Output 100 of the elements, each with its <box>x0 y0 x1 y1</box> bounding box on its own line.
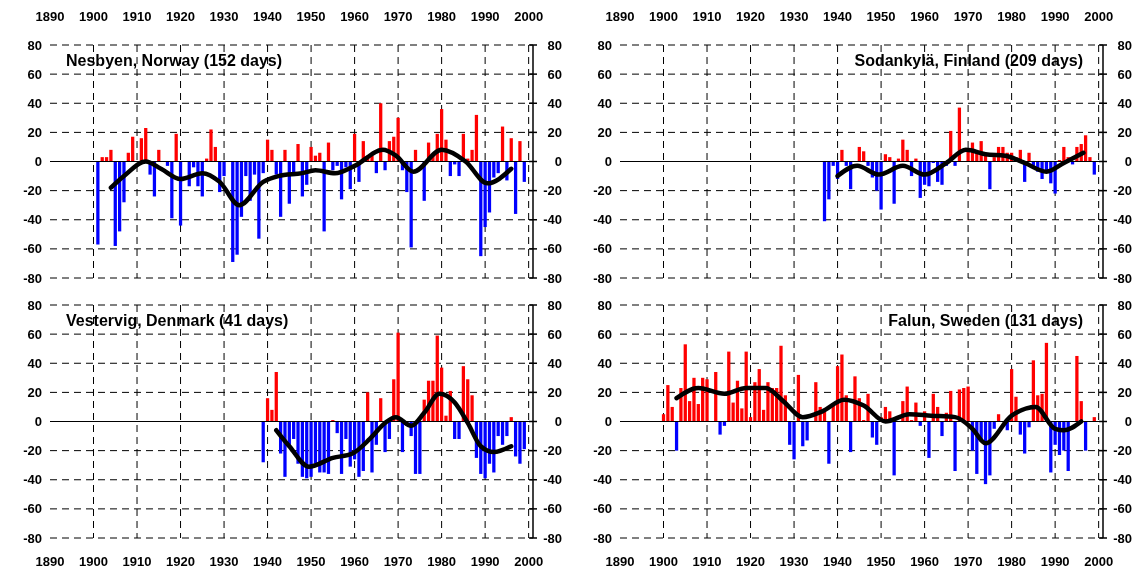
y-tick-label: -60 <box>593 501 612 517</box>
x2-tick-label: 1930 <box>779 9 809 24</box>
y-tick-label: 0 <box>604 154 612 170</box>
y-tick-label: 40 <box>597 95 612 111</box>
y-tick-label: 80 <box>27 297 42 313</box>
y2-tick-label: -60 <box>543 501 562 517</box>
x-tick-label: 1950 <box>866 554 896 569</box>
y2-tick-label: 60 <box>1117 326 1132 342</box>
y-tick-label: -80 <box>23 270 42 286</box>
x-tick-label: 1950 <box>296 554 326 569</box>
y-tick-label: 40 <box>27 355 42 371</box>
chart-title: Nesbyen, Norway (152 days) <box>66 52 283 69</box>
y2-tick-label: -60 <box>1113 241 1132 257</box>
y-tick-label: 60 <box>597 326 612 342</box>
x-tick-label: 1890 <box>35 554 65 569</box>
y-tick-label: -40 <box>593 212 612 228</box>
y-tick-label: -40 <box>23 472 42 488</box>
y-tick-label: -80 <box>593 530 612 546</box>
x-tick-label: 1900 <box>649 554 678 569</box>
y-tick-label: 20 <box>27 124 42 140</box>
x-tick-label: 1920 <box>736 554 765 569</box>
x2-tick-label: 1980 <box>427 9 457 24</box>
y-tick-label: 0 <box>34 154 42 170</box>
y2-tick-label: 0 <box>554 414 562 430</box>
x-tick-label: 1970 <box>953 554 983 569</box>
x2-tick-label: 1900 <box>79 9 108 24</box>
x-tick-label: 1960 <box>340 554 370 569</box>
y-tick-label: -60 <box>23 501 42 517</box>
x-tick-label: 1940 <box>823 554 853 569</box>
y2-tick-label: 80 <box>1117 297 1132 313</box>
y-tick-label: 40 <box>597 355 612 371</box>
y2-tick-label: 60 <box>1117 66 1132 82</box>
y2-tick-label: 0 <box>554 154 562 170</box>
y-tick-label: 80 <box>597 297 612 313</box>
y2-tick-label: -60 <box>1113 501 1132 517</box>
x-tick-label: 1940 <box>253 554 283 569</box>
y2-tick-label: 60 <box>547 326 562 342</box>
y-tick-label: -40 <box>23 212 42 228</box>
y2-tick-label: -20 <box>543 183 562 199</box>
x2-tick-label: 1990 <box>1040 9 1070 24</box>
x2-tick-label: 1920 <box>166 9 195 24</box>
x2-tick-label: 1970 <box>953 9 983 24</box>
x2-tick-label: 1910 <box>122 9 152 24</box>
x2-tick-label: 1940 <box>823 9 853 24</box>
y2-tick-label: 20 <box>547 124 562 140</box>
chart-title: Sodankylä, Finland (209 days) <box>854 52 1083 69</box>
x2-tick-label: 1940 <box>253 9 283 24</box>
y2-tick-label: -40 <box>543 212 562 228</box>
x-tick-label: 2000 <box>1084 554 1114 569</box>
y-tick-label: -60 <box>593 241 612 257</box>
x2-tick-label: 1960 <box>910 9 940 24</box>
y-tick-label: 0 <box>604 414 612 430</box>
x2-tick-label: 1910 <box>692 9 722 24</box>
x-tick-label: 1980 <box>997 554 1027 569</box>
y-tick-label: -20 <box>23 183 42 199</box>
chart-title: Vestervig, Denmark (41 days) <box>66 312 289 329</box>
x2-tick-label: 2000 <box>514 9 544 24</box>
y-tick-label: 40 <box>27 95 42 111</box>
x-tick-label: 1890 <box>605 554 635 569</box>
x2-tick-label: 1980 <box>997 9 1027 24</box>
x2-tick-label: 1920 <box>736 9 765 24</box>
y2-tick-label: 20 <box>1117 124 1132 140</box>
x-tick-label: 1990 <box>1040 554 1070 569</box>
y2-tick-label: 80 <box>547 297 562 313</box>
y2-tick-label: 0 <box>1124 154 1132 170</box>
y-tick-label: -80 <box>23 530 42 546</box>
x2-tick-label: 1900 <box>649 9 678 24</box>
y2-tick-label: 40 <box>547 95 562 111</box>
y2-tick-label: 60 <box>547 66 562 82</box>
y2-tick-label: -20 <box>1113 183 1132 199</box>
y-tick-label: 80 <box>27 37 42 53</box>
y2-tick-label: -80 <box>543 530 562 546</box>
y2-tick-label: -40 <box>1113 212 1132 228</box>
x-tick-label: 1970 <box>383 554 413 569</box>
y-tick-label: 60 <box>27 326 42 342</box>
x-tick-label: 1920 <box>166 554 195 569</box>
y-tick-label: 20 <box>27 384 42 400</box>
x2-tick-label: 1990 <box>470 9 500 24</box>
y2-tick-label: 80 <box>547 37 562 53</box>
y2-tick-label: -20 <box>1113 443 1132 459</box>
x2-tick-label: 1930 <box>209 9 239 24</box>
y2-tick-label: 40 <box>1117 355 1132 371</box>
y2-tick-label: -80 <box>543 270 562 286</box>
y-tick-label: -20 <box>593 443 612 459</box>
x-tick-label: 1910 <box>692 554 722 569</box>
x2-tick-label: 1950 <box>296 9 326 24</box>
y-tick-label: 60 <box>597 66 612 82</box>
x2-tick-label: 1970 <box>383 9 413 24</box>
y-tick-label: -40 <box>593 472 612 488</box>
y2-tick-label: -80 <box>1113 530 1132 546</box>
y-tick-label: 80 <box>597 37 612 53</box>
y-tick-label: -60 <box>23 241 42 257</box>
y2-tick-label: -40 <box>1113 472 1132 488</box>
x-tick-label: 1980 <box>427 554 457 569</box>
x2-tick-label: 1890 <box>35 9 65 24</box>
chart-title: Falun, Sweden (131 days) <box>888 312 1083 329</box>
x-tick-label: 1930 <box>779 554 809 569</box>
y2-tick-label: 80 <box>1117 37 1132 53</box>
x2-tick-label: 2000 <box>1084 9 1114 24</box>
y-tick-label: -80 <box>593 270 612 286</box>
